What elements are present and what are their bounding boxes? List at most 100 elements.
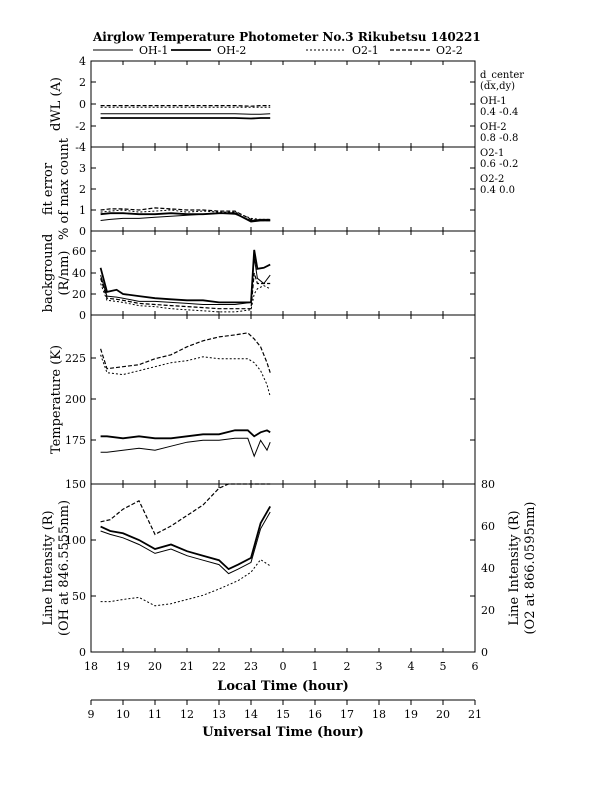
local-time-tick-label: 3 [376,660,383,673]
y-axis-label: Temperature (K) [49,345,64,454]
universal-time-tick-label: 17 [340,708,354,721]
local-time-tick-label: 0 [280,660,287,673]
y-right-tick-label: 20 [481,604,495,617]
universal-time-tick-label: 12 [180,708,194,721]
note-value: 0.4 -0.4 [480,107,518,118]
series-line-oh-2 [99,249,271,304]
local-time-tick-label: 1 [312,660,319,673]
note-value: 0.8 -0.8 [480,133,518,144]
y-axis-label: fit error [41,162,56,215]
y-tick-label: 0 [79,225,86,238]
y-tick-label: 0 [79,98,86,111]
panel-fit-error: 3 2 1 0 fit error% of max count [41,137,476,240]
y-right-tick-label: 80 [481,478,495,491]
local-time-tick-label: 18 [84,660,98,673]
series-line-o2-1 [100,558,271,607]
legend: OH-1 OH-2 O2-1 O2-2 [93,44,463,57]
legend-label-oh-1: OH-1 [139,44,168,57]
local-time-tick-label: 23 [244,660,258,673]
y-axis-label-right-units: (O2 at 866.0595nm) [523,501,538,634]
y-tick-label: -2 [75,120,86,133]
local-time-tick-label: 20 [148,660,162,673]
center-notes: d_center(dx,dy) OH-10.4 -0.4 OH-20.8 -0.8 O… [480,70,524,196]
legend-label-o2-2: O2-2 [436,44,463,57]
universal-time-tick-label: 15 [276,708,290,721]
panel-frame [90,230,476,316]
universal-time-tick-label: 16 [308,708,322,721]
universal-time-tick-label: 18 [372,708,386,721]
series-line-o2-1 [100,354,271,397]
y-tick-label: 60 [72,245,86,258]
y-axis-label-right: Line Intensity (R) [507,510,522,625]
universal-time-tick-label: 11 [148,708,162,721]
local-time-tick-label: 4 [408,660,415,673]
series-line-oh-2 [100,117,271,120]
series-line-o2-1 [100,283,271,313]
note-header: (dx,dy) [480,81,515,92]
note-value: 0.6 -0.2 [480,159,518,170]
panel-dWL: 4 2 0 -2 -4 dWL (A) [49,55,476,154]
series-line-oh-1 [100,212,271,222]
universal-time-axis-label: Universal Time (hour) [202,725,364,740]
y-axis-label: Line Intensity (R) [41,510,56,625]
y-axis-label: dWL (A) [49,77,64,131]
series-line-oh-2 [100,212,271,223]
series-line-oh-1 [100,257,271,305]
local-time-tick-label: 2 [344,660,351,673]
y-tick-label: 100 [65,534,86,547]
series-line-oh-1 [100,437,271,458]
panel-frame [90,483,476,653]
local-time-tick-label: 19 [116,660,130,673]
note-name: OH-1 [480,96,507,107]
y-tick-label: 225 [65,352,86,365]
y-tick-label: 2 [79,76,86,89]
series-line-oh-1 [100,511,271,575]
y-tick-label: 4 [79,55,86,68]
note-header: d_center [480,70,524,81]
legend-label-oh-2: OH-2 [217,44,246,57]
local-time-tick-label: 5 [440,660,447,673]
y-tick-label: 175 [65,434,86,447]
series-line-o2-2 [100,272,271,310]
panel-background: 60 40 20 0 background (R/nm) [41,230,476,322]
universal-time-tick-label: 19 [404,708,418,721]
local-time-tick-label: 6 [472,660,479,673]
panel-frame [90,314,476,485]
series-line-oh-2 [100,505,271,571]
y-tick-label: 2 [79,183,86,196]
y-tick-label: 40 [72,267,86,280]
series-line-o2-2 [100,207,271,222]
y-axis-label-units: (OH at 846.5555nm) [57,500,72,636]
legend-label-o2-1: O2-1 [352,44,379,57]
y-tick-label: 50 [72,590,86,603]
note-value: 0.4 0.0 [480,185,515,196]
universal-time-tick-label: 14 [244,708,258,721]
y-axis-label-units: (R/nm) [57,250,72,295]
y-tick-label: 20 [72,288,86,301]
note-name: O2-2 [480,174,504,185]
y-tick-label: 200 [65,393,86,406]
local-time-tick-label: 21 [180,660,194,673]
local-time-tick-label: 22 [212,660,226,673]
note-name: O2-1 [480,148,504,159]
series-line-oh-2 [100,429,271,440]
y-right-tick-label: 0 [481,646,488,659]
series-line-o2-2 [100,332,271,373]
series-line-o2-1 [100,209,271,220]
universal-time-tick-label: 20 [436,708,450,721]
y-tick-label: 0 [79,309,86,322]
series-line-oh-1 [100,113,271,115]
chart-title: Airglow Temperature Photometer No.3 Riku… [92,30,481,44]
universal-time-tick-label: 9 [88,708,95,721]
y-right-tick-label: 40 [481,562,495,575]
universal-time-tick-label: 21 [468,708,482,721]
panel-frame [90,146,476,232]
y-axis-label-units: % of max count [57,137,72,240]
note-name: OH-2 [480,122,507,133]
y-tick-label: 1 [79,204,86,217]
